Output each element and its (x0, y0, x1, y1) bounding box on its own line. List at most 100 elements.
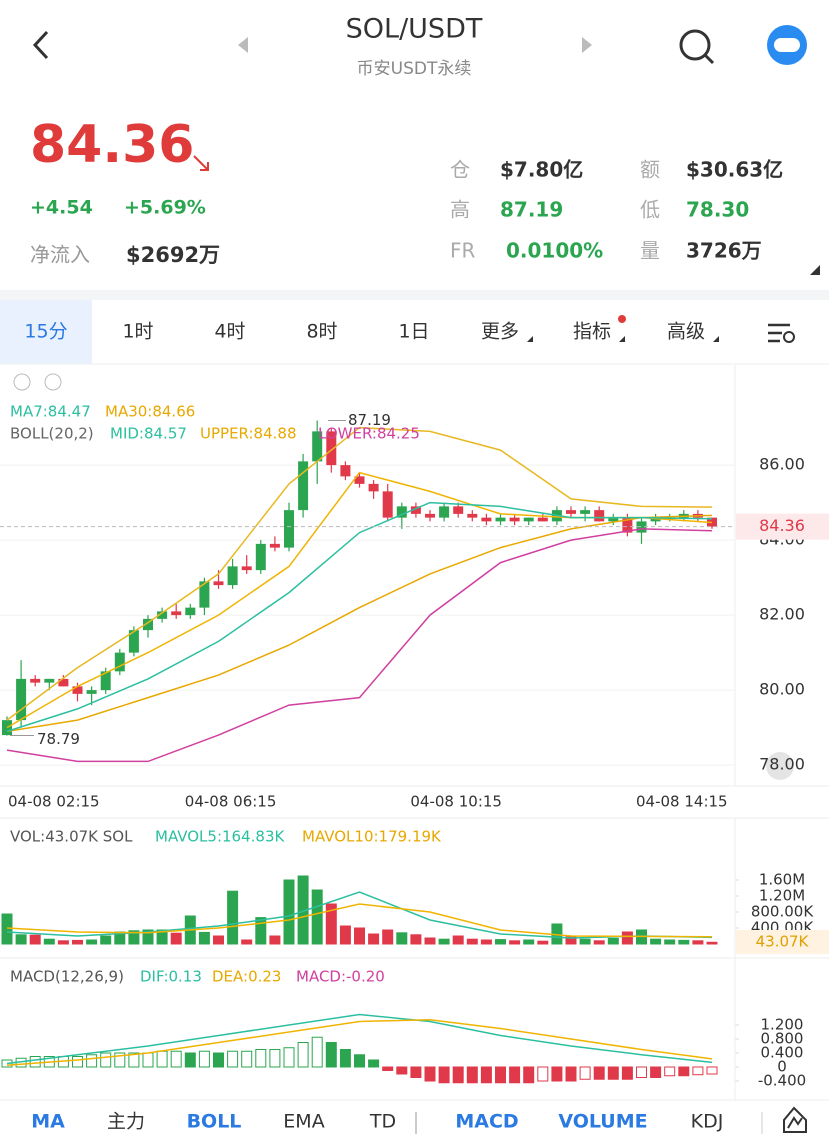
candle-body (537, 517, 548, 522)
indicator-tab[interactable]: TD (369, 1111, 396, 1133)
prev-arrow[interactable] (238, 37, 248, 53)
collapse-icon[interactable] (13, 373, 31, 391)
macd-bar (227, 1050, 239, 1068)
divider (0, 290, 829, 300)
macd-bar (621, 1066, 633, 1080)
title: SOL/USDT (346, 14, 483, 45)
stat-label: 高 (450, 198, 470, 222)
last-volume-box (736, 930, 829, 954)
indicator-tab[interactable]: 主力 (107, 1111, 145, 1133)
macd-bar (410, 1066, 422, 1079)
down-arrow (193, 155, 209, 171)
volume-bar (664, 939, 676, 945)
timeframe-tab[interactable]: 1时 (122, 321, 153, 343)
stat-label: 低 (640, 198, 660, 222)
candle-body (312, 431, 323, 462)
volume-bar (396, 932, 408, 945)
candle-body (580, 510, 591, 514)
indicator-tab[interactable]: EMA (283, 1111, 324, 1133)
timeframe-tab[interactable]: 8时 (306, 321, 337, 343)
volume-bar (269, 935, 281, 945)
stat-value: 0.0100% (506, 239, 603, 263)
volume-bar (15, 934, 27, 945)
macd-bar (311, 1036, 323, 1068)
candle-body (453, 506, 464, 514)
tab-dot (618, 315, 626, 323)
volume-bar (523, 939, 535, 945)
search-handle (703, 53, 715, 65)
indicator-tab[interactable]: BOLL (187, 1111, 242, 1133)
candle-body (241, 566, 252, 571)
indicator-tab[interactable]: MACD (455, 1111, 518, 1133)
candle-body (213, 581, 224, 586)
macd-bar (198, 1050, 210, 1068)
macd-bar (551, 1066, 563, 1082)
expand-icon[interactable] (810, 265, 820, 275)
y-tick-label: 82.00 (759, 605, 805, 624)
high-label: 87.19 (348, 411, 391, 429)
candle-body (340, 465, 351, 477)
subtitle: 币安USDT永续 (357, 59, 472, 79)
macd-bar (241, 1050, 253, 1068)
timeframe-tab[interactable]: 更多 (481, 321, 519, 343)
volume-bar (650, 938, 662, 945)
volume-bar (283, 879, 295, 945)
volume-bar (72, 939, 83, 945)
macd-bar (339, 1048, 351, 1068)
volume-bar (57, 940, 69, 945)
last-volume-label: 43.07K (756, 933, 810, 951)
zoom-button[interactable] (766, 752, 794, 780)
indicator-line (6, 501, 713, 733)
gear-icon[interactable] (44, 373, 62, 391)
macd-bar (114, 1052, 126, 1068)
y-tick-label: 86.00 (759, 455, 805, 474)
back-button[interactable] (32, 30, 49, 60)
next-arrow[interactable] (582, 37, 592, 53)
stat-value: 3726万 (686, 239, 762, 263)
candle-body (368, 483, 379, 492)
indicator-tab[interactable]: KDJ (691, 1111, 724, 1133)
last-price-label: 84.36 (759, 516, 805, 535)
macd-bar (706, 1066, 718, 1075)
indicator-tab[interactable]: VOLUME (558, 1111, 647, 1133)
net-inflow: $2692万 (126, 243, 220, 267)
y-tick-label: 0.400 (761, 1043, 804, 1061)
macd-bar (283, 1047, 295, 1068)
x-tick-label: 04-08 02:15 (8, 793, 100, 811)
timeframe-tab[interactable]: 4时 (214, 321, 245, 343)
draw-icon[interactable] (783, 1106, 807, 1133)
indicator-tab[interactable]: MA (31, 1111, 65, 1133)
y-tick-label: 0 (777, 1057, 787, 1075)
timeframe-tab[interactable]: 高级 (667, 321, 705, 343)
candle-body (284, 510, 294, 548)
macd-bar (29, 1055, 41, 1068)
macd-bar (509, 1066, 521, 1084)
volume-bar (170, 932, 182, 945)
legend-item: DEA:0.23 (212, 968, 281, 986)
legend-item: DIF:0.13 (140, 968, 202, 986)
settings-icon[interactable] (768, 323, 795, 343)
macd-line (6, 1013, 713, 1065)
macd-bar (579, 1066, 591, 1080)
volume-bar (1, 913, 13, 945)
candle-body (86, 690, 97, 694)
candle-body (100, 671, 111, 691)
stat-value: 78.30 (686, 198, 749, 222)
search-icon[interactable] (679, 29, 711, 61)
avatar-face (774, 38, 800, 52)
legend-item: LOWER:84.25 (318, 425, 420, 443)
legend-item: MID:84.57 (110, 425, 187, 443)
macd-bar (213, 1052, 224, 1068)
timeframe-tab[interactable]: 15分 (24, 321, 67, 343)
candle-body (495, 517, 506, 522)
volume-bar (424, 937, 436, 945)
y-tick-label: -0.400 (758, 1072, 806, 1090)
macd-bar (184, 1052, 196, 1068)
timeframe-tab[interactable]: 指标 (573, 321, 611, 343)
timeframe-tab[interactable]: 1日 (398, 321, 429, 343)
macd-bar (156, 1050, 168, 1068)
volume-bar (509, 940, 521, 945)
volume-bar (621, 931, 633, 945)
volume-bar (86, 939, 98, 945)
macd-bar (593, 1066, 605, 1080)
